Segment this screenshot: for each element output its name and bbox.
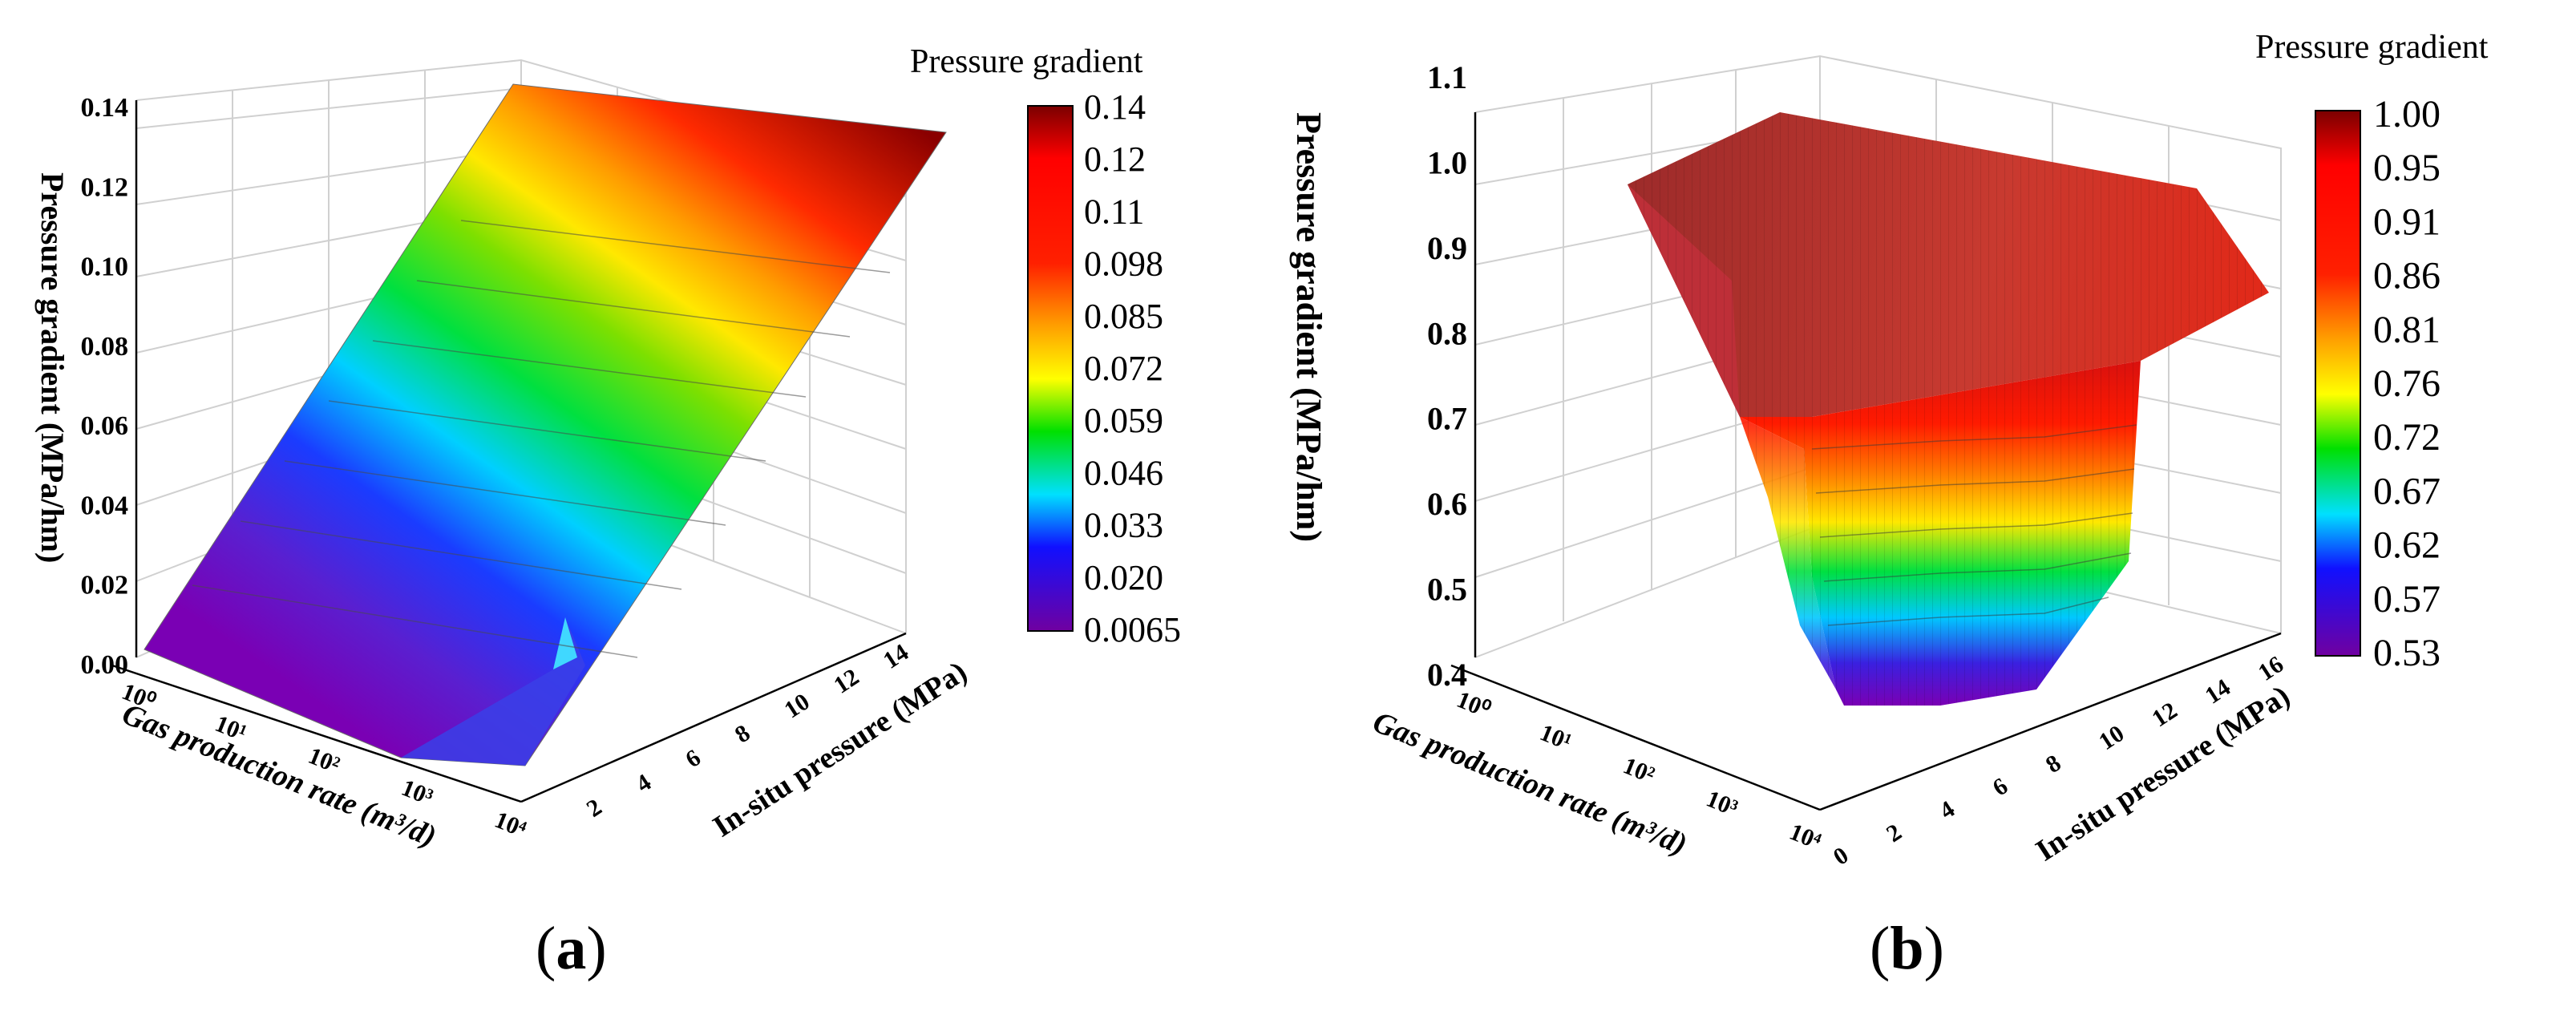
panel-a-x-axis [111, 664, 522, 803]
panel-b-y-tick: 14 [2201, 674, 2235, 710]
panel-a-contours [192, 220, 891, 658]
panel-a-colorbar-tick: 0.020 [1084, 558, 1163, 597]
panel-b-z-tick: 0.8 [1427, 315, 1467, 351]
panel-a-y-tick: 6 [681, 744, 706, 773]
panel-b-z-tick: 0.6 [1427, 486, 1467, 522]
panel-b-y-tick: 0 [1829, 842, 1854, 871]
panel-b-y-axis [1819, 632, 2282, 811]
panel-b-colorbar-tick: 0.53 [2373, 632, 2441, 674]
panel-a-y-tick: 12 [829, 664, 863, 699]
panel-a-z-tick: 0.14 [81, 93, 129, 123]
panel-a-y-tick: 2 [582, 794, 607, 823]
panel-a-colorbar-tick: 0.14 [1084, 87, 1146, 127]
panel-b-z-tick: 0.9 [1427, 230, 1467, 266]
panel-b-colorbar-tick: 0.81 [2373, 309, 2441, 351]
panel-b-x-tick: 10¹ [1536, 719, 1575, 755]
panel-b-y-tick: 10 [2094, 720, 2129, 755]
panel-b-z-tick: 0.4 [1427, 657, 1467, 693]
panel-a-colorbar-tick: 0.033 [1084, 506, 1163, 545]
panel-b-colorbar-tick: 0.91 [2373, 200, 2441, 243]
panel-b-y-tick: 16 [2254, 651, 2288, 686]
panel-a-colorbar-tick: 0.11 [1084, 192, 1144, 231]
panel-a-z-tick: 0.06 [81, 411, 129, 441]
panel-b-colorbar-tick: 0.57 [2373, 578, 2441, 621]
panel-a-colorbar-tick: 0.046 [1084, 453, 1163, 492]
panel-b-x-tick: 10³ [1703, 786, 1742, 822]
panel-a-y-axis [520, 632, 907, 803]
panel-b-x-axis [1450, 664, 1821, 811]
panel-b-colorbar-tick: 0.62 [2373, 524, 2441, 567]
panel-a-z-tick: 0.08 [81, 332, 129, 362]
panel-a-colorbar-tick: 0.085 [1084, 297, 1163, 336]
panel-b-label: (b) [1870, 915, 1944, 982]
panel-b-y-tick: 2 [1882, 819, 1907, 847]
panel-b-z-label: Pressure gradient (MPa/hm) [1289, 112, 1328, 542]
panel-a-label: (a) [536, 915, 607, 982]
panel-b-colorbar-tick: 0.67 [2373, 470, 2441, 512]
panel-a-surface-dip [401, 617, 585, 766]
panel-a-z-tick: 0.02 [81, 571, 129, 600]
panel-a-chart: 0.000.020.040.060.080.100.120.14 10⁰10¹1… [34, 43, 1181, 854]
panel-a-colorbar-tick: 0.059 [1084, 401, 1163, 440]
panel-a-colorbar-tick: 0.098 [1084, 245, 1163, 284]
panel-a-colorbar-tick: 0.12 [1084, 140, 1146, 179]
panel-a-y-tick: 10 [780, 689, 815, 724]
panel-b-y-tick: 4 [1935, 796, 1959, 825]
panel-a-y-tick: 8 [730, 720, 755, 749]
panel-a-y-tick: 4 [632, 769, 657, 798]
panel-b-colorbar-title: Pressure gradient [2255, 29, 2489, 66]
panel-a-z-tick: 0.12 [81, 172, 129, 202]
panel-b-colorbar-tick: 0.95 [2373, 147, 2441, 189]
panel-b-y-tick: 12 [2147, 697, 2182, 732]
panel-b-colorbar-tick: 0.76 [2373, 362, 2441, 405]
panel-b-z-tick: 0.7 [1427, 401, 1467, 437]
panel-b-x-tick: 10² [1620, 752, 1659, 788]
panel-a-x-tick: 10³ [398, 774, 437, 811]
panel-b-colorbar-ticks: 1.00 0.95 0.91 0.86 0.81 0.76 0.72 0.67 0.62 0.57… [2373, 93, 2441, 674]
panel-a-colorbar-tick: 0.072 [1084, 349, 1163, 388]
panel-b-x-tick: 10⁴ [1785, 819, 1825, 855]
panel-a-colorbar-ticks: 0.14 0.12 0.11 0.098 0.085 0.072 0.059 0.046 0.0… [1084, 87, 1181, 649]
panel-a-z-tick: 0.00 [81, 650, 129, 680]
panel-a-colorbar-tick: 0.0065 [1084, 610, 1181, 649]
panel-b-z-tick: 1.1 [1427, 59, 1467, 95]
panel-b-colorbar [2315, 110, 2361, 657]
panel-b-chart: 0.40.50.60.70.80.91.01.1 10⁰10¹10²10³10⁴… [1289, 29, 2489, 871]
panel-a-colorbar-title: Pressure gradient [910, 43, 1143, 80]
panel-a-x-tick: 10⁴ [491, 807, 530, 843]
panel-b-z-ticks: 0.4 0.5 0.6 0.7 0.8 0.9 1.0 1.1 [1427, 59, 1467, 693]
panel-b-colorbar-tick: 1.00 [2373, 93, 2441, 135]
panel-a-z-tick: 0.10 [81, 253, 129, 282]
panel-a-colorbar [1027, 105, 1074, 632]
panel-b-z-tick: 1.0 [1427, 144, 1467, 180]
panel-b-colorbar-tick: 0.86 [2373, 255, 2441, 297]
panel-b-y-tick: 6 [1988, 773, 2013, 802]
panel-a-z-ticks: 0.00 0.02 0.04 0.06 0.08 0.10 0.12 0.14 [81, 93, 129, 680]
panel-a-z-tick: 0.04 [81, 491, 129, 520]
panel-b-contours [1811, 424, 2137, 626]
panel-a-z-label: Pressure gradient (MPa/hm) [34, 172, 71, 563]
panel-b-z-tick: 0.5 [1427, 572, 1467, 608]
panel-b-y-tick: 8 [2041, 750, 2066, 778]
panel-b-colorbar-tick: 0.72 [2373, 416, 2441, 459]
